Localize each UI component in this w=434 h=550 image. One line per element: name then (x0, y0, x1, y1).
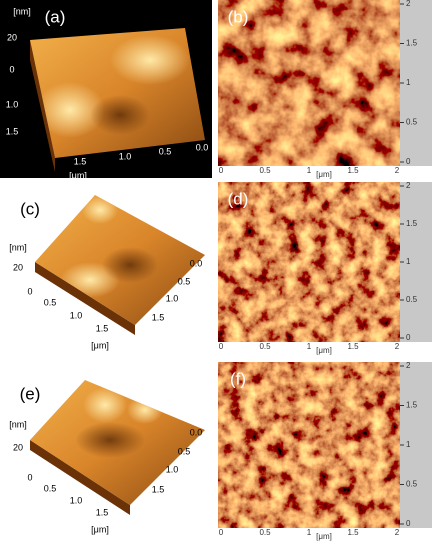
y-tick-label: 1.0 (166, 464, 179, 474)
x-tick-label: 1.5 (347, 166, 359, 175)
x-tick-label: 2 (395, 342, 400, 351)
x-tick-label: 1 (307, 166, 312, 175)
panel-label: (c) (20, 199, 40, 218)
x-tick-label: 1.5 (347, 342, 359, 351)
y-tick-label: 0.5 (406, 118, 418, 127)
panel-label: (a) (45, 7, 66, 26)
z-unit: [nm] (13, 6, 31, 16)
x-tick-label: 1.5 (96, 323, 109, 333)
y-tick-label: 1 (406, 440, 411, 449)
x-tick-label: 1.0 (70, 495, 83, 505)
surface-side (30, 40, 55, 172)
surface-side (35, 262, 135, 335)
surface-relief (75, 387, 163, 458)
panel-label: (f) (230, 369, 246, 388)
x-tick-label: 1.0 (119, 151, 132, 161)
y-tick-label: 0 (406, 519, 411, 528)
x-tick-label: 0.5 (159, 146, 172, 156)
y-tick-label: 0.0 (190, 258, 203, 268)
x-unit: [μm] (316, 170, 332, 179)
x-tick-label: 2 (395, 166, 400, 175)
scale-strip (400, 362, 432, 528)
x-unit: [μm] (316, 346, 332, 355)
y-tick-label: 0 (406, 333, 411, 342)
x-tick-label: 0.5 (44, 297, 57, 307)
relief (35, 82, 105, 138)
y-tick-label: 1.5 (152, 484, 165, 494)
y-tick-label: 2 (406, 361, 411, 370)
y-tick-label: 1.5 (406, 401, 418, 410)
x-tick-label: 1 (307, 342, 312, 351)
x-unit: [μm] (316, 532, 332, 541)
x-tick-label: 0.5 (259, 342, 271, 351)
y-tick-label: 0.5 (406, 480, 418, 489)
xy-unit: [μm] (91, 524, 109, 534)
y-tick-label: 1.0 (166, 293, 179, 303)
surface-side (30, 440, 130, 515)
x-tick-label: 1 (307, 528, 312, 537)
scale-strip (400, 0, 432, 166)
relief (75, 422, 145, 458)
x-tick-label: 1.5 (347, 528, 359, 537)
z-unit: [nm] (9, 419, 27, 429)
afm-map (218, 362, 400, 528)
x-tick-label: 0.0 (196, 142, 209, 152)
y-tick-label: 1.5 (406, 219, 418, 228)
x-tick-label: 0 (219, 342, 224, 351)
y-tick-label: 0.0 (190, 427, 203, 437)
z-unit: [nm] (9, 242, 27, 252)
xy-unit: [μm] (69, 170, 87, 180)
x-tick-label: 0.5 (259, 166, 271, 175)
y-tick-label: 2 (406, 0, 411, 8)
y-tick-label: 1.0 (6, 99, 19, 109)
y-tick-label: 1 (406, 78, 411, 87)
x-tick-label: 0 (219, 166, 224, 175)
x-tick-label: 2 (395, 528, 400, 537)
y-tick-label: 0.5 (406, 295, 418, 304)
y-tick-label: 1.5 (6, 126, 19, 136)
scale-strip (400, 182, 432, 342)
x-tick-label: 1.5 (96, 507, 109, 517)
x-tick-label: 0 (219, 528, 224, 537)
z-tick-label: 20 (7, 32, 17, 42)
relief (90, 95, 150, 135)
y-tick-label: 0 (406, 157, 411, 166)
z-tick-label: 0 (9, 64, 14, 74)
relief (102, 247, 158, 283)
z-tick-label: 20 (13, 262, 23, 272)
y-tick-label: 1.5 (152, 312, 165, 322)
x-tick-label: 0.5 (44, 483, 57, 493)
y-tick-label: 0.5 (178, 446, 191, 456)
y-tick-label: 1 (406, 257, 411, 266)
x-tick-label: 1.5 (74, 156, 87, 166)
y-tick-label: 2 (406, 181, 411, 190)
y-tick-label: 0.5 (178, 276, 191, 286)
relief (83, 387, 127, 423)
x-tick-label: 0 (27, 472, 32, 482)
relief (82, 196, 118, 224)
x-tick-label: 0 (27, 286, 32, 296)
afm-map (218, 0, 400, 166)
x-tick-label: 1.0 (70, 310, 83, 320)
z-tick-label: 20 (13, 442, 23, 452)
panel-label: (e) (20, 384, 41, 403)
xy-unit: [μm] (91, 340, 109, 350)
panel-label: (d) (228, 189, 249, 208)
panel-label: (b) (228, 7, 249, 26)
y-tick-label: 1.5 (406, 39, 418, 48)
surface-relief (35, 35, 190, 138)
relief (110, 35, 190, 85)
afm-map (218, 182, 400, 342)
x-tick-label: 0.5 (259, 528, 271, 537)
